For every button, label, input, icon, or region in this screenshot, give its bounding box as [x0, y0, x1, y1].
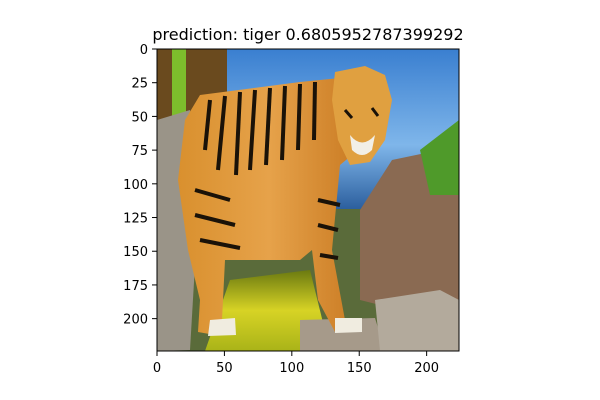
y-tick-label: 50 — [131, 110, 148, 125]
tiger-back-paw — [335, 318, 362, 333]
tiger-front-paw — [208, 318, 236, 336]
image-frame — [156, 48, 460, 352]
tiger-body — [178, 78, 360, 335]
x-tick-label: 200 — [414, 361, 439, 376]
y-tick-label: 175 — [123, 279, 148, 294]
tiger-eyes — [343, 107, 380, 119]
right-grass — [420, 120, 459, 195]
y-tick-label: 25 — [131, 77, 148, 92]
x-tick-label: 100 — [279, 361, 304, 376]
yellow-pool — [205, 270, 330, 351]
tiger-muzzle — [350, 135, 375, 155]
green-stalk — [172, 49, 186, 129]
y-tick-label: 0 — [140, 43, 148, 58]
y-tick-label: 150 — [123, 245, 148, 260]
chart-title: prediction: tiger 0.6805952787399292 — [152, 25, 463, 44]
front-rock — [300, 318, 385, 351]
y-tick-label: 125 — [123, 212, 148, 227]
tiger-stripes — [194, 81, 341, 260]
x-axis: 0 50 100 150 200 — [153, 351, 439, 376]
x-tick-label: 0 — [153, 361, 161, 376]
y-tick-label: 100 — [123, 178, 148, 193]
y-tick-label: 75 — [131, 144, 148, 159]
y-axis: 0 25 50 75 100 125 150 175 200 — [123, 43, 157, 328]
tiger-photo — [157, 49, 459, 351]
x-tick-label: 50 — [216, 361, 233, 376]
bottom-right-rock — [375, 290, 459, 351]
tiger-head — [332, 66, 392, 165]
x-tick-label: 150 — [347, 361, 372, 376]
y-tick-label: 200 — [123, 313, 148, 328]
